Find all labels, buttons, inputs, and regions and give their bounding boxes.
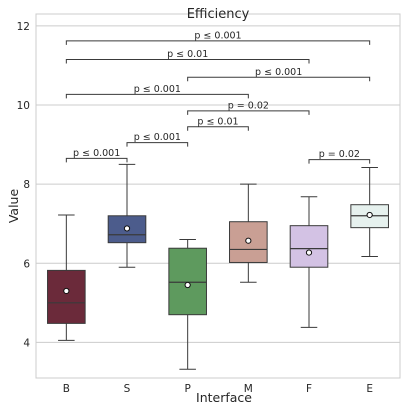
mean-marker	[305, 249, 313, 256]
gridlines	[36, 25, 400, 343]
sig-label: p ≤ 0.001	[255, 67, 302, 78]
box-body	[47, 269, 86, 324]
sig-bracket: p ≤ 0.001	[126, 132, 189, 147]
x-axis-title: Interface	[196, 390, 252, 404]
plot-area	[35, 13, 401, 379]
sig-bracket-line	[65, 157, 128, 163]
sig-bracket-line	[187, 126, 249, 131]
sig-bracket: p ≤ 0.001	[187, 67, 371, 82]
significance-annotations: p ≤ 0.001 p ≤ 0.01 p ≤ 0.001 p ≤ 0.001 p = 0…	[65, 30, 371, 164]
sig-bracket: p = 0.02	[308, 149, 371, 164]
x-tick-label: M	[244, 383, 253, 395]
box-body	[289, 225, 329, 268]
box-M	[229, 183, 268, 283]
box-P	[168, 239, 207, 370]
box-B	[47, 214, 86, 341]
x-tick-label: E	[366, 383, 373, 395]
sig-bracket-line	[187, 76, 371, 82]
x-tick-label: P	[184, 383, 190, 395]
x-tick-label: S	[124, 383, 131, 395]
mean-marker	[123, 225, 131, 232]
sig-label: p ≤ 0.001	[73, 148, 120, 159]
sig-bracket-line	[65, 93, 249, 99]
sig-bracket: p = 0.02	[187, 100, 310, 115]
y-axis-title: Value	[6, 189, 21, 224]
sig-bracket: p ≤ 0.001	[65, 30, 371, 45]
sig-label: p ≤ 0.01	[167, 49, 208, 60]
sig-bracket-line	[126, 142, 189, 147]
sig-bracket-line	[65, 40, 371, 45]
y-tick-label: 8	[23, 179, 30, 191]
sig-label: p ≤ 0.001	[134, 132, 181, 143]
y-tick-label: 6	[23, 258, 30, 270]
sig-bracket: p ≤ 0.01	[187, 116, 249, 131]
sig-bracket: p ≤ 0.01	[65, 49, 310, 64]
x-tick-label: F	[306, 383, 312, 395]
mean-marker	[63, 287, 70, 295]
y-tick-label: 4	[23, 337, 30, 349]
mean-marker	[184, 281, 191, 289]
sig-bracket: p ≤ 0.001	[65, 148, 128, 163]
chart-title: Efficiency	[187, 7, 250, 22]
sig-label: p = 0.02	[228, 100, 269, 111]
box-body	[168, 247, 207, 316]
y-tick-label: 12	[17, 21, 30, 33]
sig-label: p ≤ 0.001	[194, 30, 241, 41]
box-S	[107, 163, 147, 268]
x-tick-label: B	[63, 383, 70, 395]
box-E	[350, 167, 389, 258]
sig-label: p ≤ 0.01	[197, 116, 238, 127]
sig-bracket-line	[65, 59, 310, 64]
y-axis-ticks: 4 6 8 10 12	[17, 21, 31, 350]
sig-bracket: p ≤ 0.001	[65, 84, 249, 99]
sig-bracket-line	[308, 159, 371, 164]
sig-label: p ≤ 0.001	[134, 84, 181, 95]
y-tick-label: 10	[17, 100, 30, 112]
box-F	[289, 196, 329, 328]
sig-bracket-line	[187, 110, 310, 115]
sig-label: p = 0.02	[319, 149, 360, 160]
mean-marker	[366, 211, 373, 219]
mean-marker	[245, 237, 252, 244]
boxes	[47, 163, 389, 370]
